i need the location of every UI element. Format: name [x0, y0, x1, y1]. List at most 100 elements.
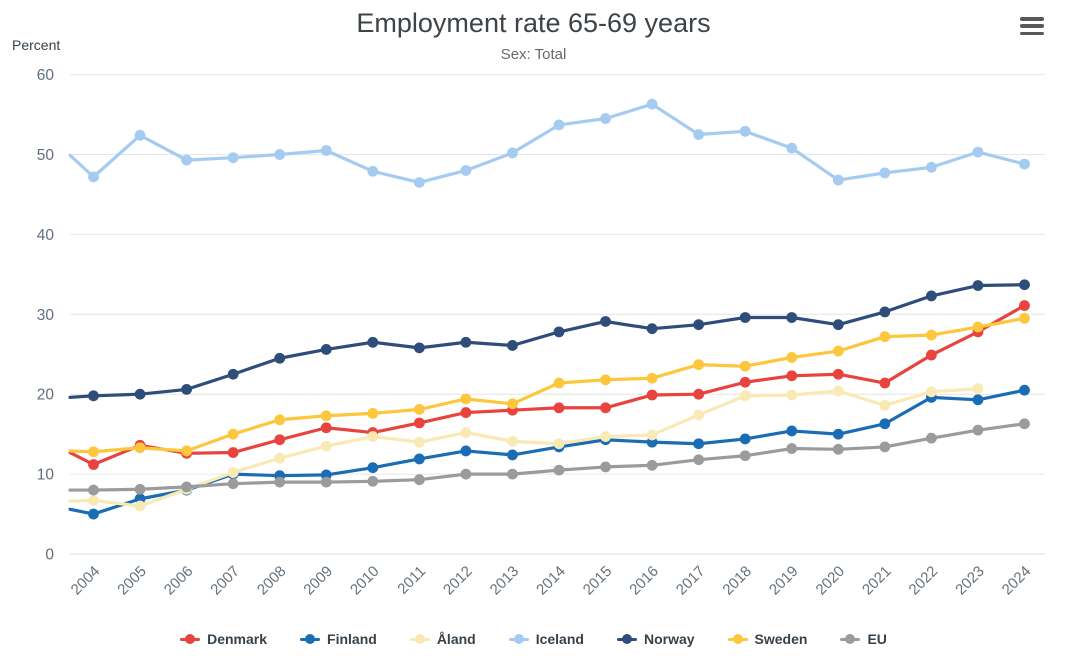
data-point-marker-norway: [1019, 279, 1030, 291]
data-point-marker-norway: [600, 316, 611, 327]
data-point-marker-iceland: [832, 174, 844, 186]
x-axis-tick-label: 2020: [813, 563, 849, 599]
data-point-marker-åland: [320, 440, 332, 452]
x-axis-tick-label: 2010: [347, 563, 383, 599]
legend-item-sweden[interactable]: Sweden: [727, 631, 808, 647]
data-point-marker-finland: [367, 462, 379, 474]
data-point-marker-finland: [413, 453, 425, 465]
y-axis-tick-label: 50: [37, 147, 55, 164]
data-point-marker-finland: [88, 508, 99, 520]
legend-item-denmark[interactable]: Denmark: [180, 631, 267, 647]
chart-menu-button[interactable]: [1020, 17, 1044, 35]
data-point-marker-åland: [739, 390, 751, 402]
legend-series-marker-icon: [616, 633, 637, 645]
data-point-marker-sweden: [786, 352, 798, 363]
legend-label: Sweden: [754, 631, 808, 647]
data-point-marker-sweden: [693, 359, 705, 371]
data-point-marker-iceland: [274, 149, 286, 160]
legend-series-marker-icon: [727, 633, 748, 645]
data-point-marker-eu: [320, 476, 332, 488]
data-point-marker-eu: [693, 454, 705, 466]
data-point-marker-åland: [274, 452, 286, 464]
data-point-marker-iceland: [460, 165, 472, 176]
data-point-marker-eu: [507, 468, 518, 480]
legend-series-marker-icon: [300, 633, 321, 645]
data-point-marker-finland: [832, 428, 844, 440]
data-point-marker-sweden: [972, 321, 984, 333]
x-axis-tick-label: 2018: [719, 563, 755, 599]
legend-item-iceland[interactable]: Iceland: [508, 631, 584, 647]
data-point-marker-denmark: [879, 377, 891, 389]
hamburger-icon: [1020, 17, 1044, 21]
legend-item-finland[interactable]: Finland: [300, 631, 377, 647]
data-point-marker-eu: [879, 441, 891, 453]
data-point-marker-denmark: [693, 388, 705, 400]
legend-item-eu[interactable]: EU: [840, 631, 887, 647]
x-axis-tick-label: 2014: [533, 563, 569, 599]
legend-item-åland[interactable]: Åland: [409, 631, 476, 647]
data-point-marker-sweden: [460, 393, 472, 405]
data-point-marker-iceland: [181, 154, 193, 166]
hamburger-icon: [1020, 31, 1044, 35]
x-axis-tick-label: 2021: [859, 563, 895, 599]
data-point-marker-denmark: [1019, 300, 1030, 311]
data-point-marker-denmark: [460, 407, 472, 418]
data-point-marker-eu: [367, 475, 379, 487]
data-point-marker-iceland: [367, 165, 379, 177]
data-point-marker-iceland: [739, 125, 751, 137]
data-point-marker-sweden: [367, 407, 379, 419]
data-point-marker-sweden: [88, 446, 99, 458]
data-point-marker-sweden: [413, 403, 425, 415]
data-point-marker-iceland: [693, 129, 705, 140]
data-point-marker-åland: [646, 429, 658, 441]
data-point-marker-finland: [507, 449, 518, 461]
data-point-marker-finland: [972, 394, 984, 406]
x-axis-tick-label: 2004: [68, 563, 104, 599]
data-point-marker-norway: [879, 306, 891, 318]
data-point-marker-denmark: [600, 402, 611, 414]
legend-series-marker-icon: [840, 633, 861, 645]
series-line-sweden: [68, 316, 1027, 454]
chart-legend: Denmark Finland Åland Iceland Norway Sweden EU: [0, 631, 1067, 647]
employment-rate-line-chart: 0 10 20 30 40 50 60 2004 2005 2006 2007 2008 2009 201…: [37, 67, 1045, 599]
data-point-marker-iceland: [786, 142, 798, 154]
legend-series-marker-icon: [409, 633, 430, 645]
y-axis-tick-label: 40: [37, 227, 55, 244]
legend-label: EU: [867, 631, 887, 647]
data-point-marker-iceland: [879, 167, 891, 179]
data-point-marker-åland: [134, 500, 146, 512]
y-axis-tick-label: 30: [37, 307, 55, 324]
data-point-marker-sweden: [646, 372, 658, 384]
series-line-denmark: [68, 303, 1027, 467]
x-axis-tick-label: 2015: [580, 563, 616, 599]
data-point-marker-denmark: [413, 417, 425, 429]
data-point-marker-eu: [1019, 418, 1030, 430]
chart-title: Employment rate 65-69 years: [356, 8, 711, 38]
legend-label: Åland: [436, 631, 476, 647]
data-point-marker-finland: [739, 433, 751, 445]
data-point-marker-finland: [693, 438, 705, 450]
x-axis-tick-label: 2006: [161, 563, 197, 599]
data-point-marker-denmark: [227, 447, 239, 458]
data-point-marker-åland: [832, 385, 844, 397]
data-point-marker-norway: [693, 319, 705, 331]
chart-subtitle: Sex: Total: [500, 46, 567, 63]
x-axis-tick-label: 2017: [673, 563, 709, 599]
hamburger-icon: [1020, 24, 1044, 28]
data-point-marker-norway: [367, 336, 379, 348]
data-point-marker-sweden: [553, 377, 565, 389]
series-line-eu: [68, 422, 1027, 492]
legend-item-norway[interactable]: Norway: [616, 631, 695, 647]
y-axis-tick-label: 10: [37, 467, 55, 484]
data-point-marker-åland: [88, 495, 99, 506]
data-point-marker-norway: [739, 312, 751, 323]
data-point-marker-eu: [553, 464, 565, 476]
data-point-marker-åland: [367, 431, 379, 442]
x-axis-tick-label: 2024: [999, 563, 1035, 599]
data-point-marker-sweden: [227, 428, 239, 440]
data-point-marker-åland: [553, 438, 565, 450]
x-axis-tick-label: 2011: [394, 563, 429, 598]
legend-label: Norway: [643, 631, 695, 647]
x-axis-tick-label: 2005: [114, 563, 150, 599]
data-point-marker-iceland: [972, 146, 984, 158]
